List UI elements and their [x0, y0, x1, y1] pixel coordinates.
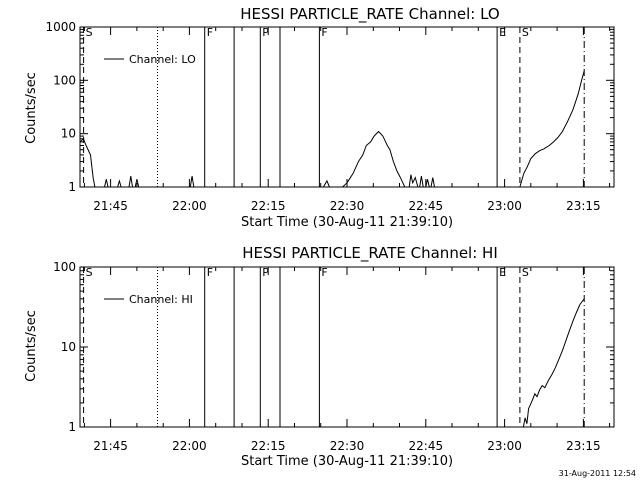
panel-hi-x-label: Start Time (30-Aug-11 21:39:10)	[241, 454, 453, 469]
panel-lo-event-label: P	[262, 26, 269, 39]
panel-lo-y-tick-label: 1	[68, 180, 76, 194]
panel-hi: HESSI PARTICLE_RATE Channel: HI Counts/s…	[24, 244, 498, 469]
panel-lo-series-line	[419, 176, 424, 188]
panel-hi-event-label: P	[262, 266, 269, 279]
panel-lo-y-tick-label: 1000	[45, 20, 76, 34]
panel-hi-y-label: Counts/sec	[24, 310, 39, 382]
panel-hi-x-tick-label: 23:00	[487, 439, 522, 453]
panel-lo-series-line	[189, 176, 195, 188]
panel-lo-plot: 21:45 22:00 22:15 22:30 22:45 23:00 23:15 1 10 10…	[45, 20, 615, 213]
panel-hi-event-label: S	[86, 266, 93, 279]
plot-timestamp: 31-Aug-2011 12:54	[559, 469, 636, 478]
panel-hi-x-tick-label: 22:15	[251, 439, 286, 453]
panel-lo-series-line	[104, 179, 109, 188]
panel-lo-y-tick-label: 100	[53, 73, 76, 87]
panel-lo-series-line	[425, 179, 430, 188]
panel-hi-x-tick-label: 21:45	[93, 439, 128, 453]
panel-hi-event-label: S	[522, 266, 529, 279]
panel-lo-series-line	[408, 174, 419, 188]
panel-hi-y-tick-label: 10	[61, 340, 76, 354]
panel-lo-legend-label: Channel: LO	[129, 53, 196, 66]
panel-hi-legend: Channel: HI	[104, 293, 193, 306]
panel-hi-y-tick-label: 100	[53, 260, 76, 274]
panel-lo-series-line	[134, 179, 140, 188]
panel-hi-x-tick-label: 23:15	[566, 439, 601, 453]
panel-lo-event-label: S	[522, 26, 529, 39]
panel-lo: HESSI PARTICLE_RATE Channel: LO Counts/s…	[24, 5, 500, 230]
panel-lo-series-line	[79, 137, 96, 188]
panel-lo-y-tick-label: 10	[61, 127, 76, 141]
panel-lo-series-line	[117, 179, 122, 188]
panel-lo-x-tick-label: 23:15	[566, 199, 601, 213]
panel-hi-title: HESSI PARTICLE_RATE Channel: HI	[242, 244, 498, 263]
panel-lo-event-label: F	[321, 26, 327, 39]
panel-hi-x-tick-label: 22:30	[330, 439, 365, 453]
panel-lo-series-line	[430, 177, 435, 188]
panel-hi-event-label: F	[207, 266, 213, 279]
panel-lo-series-line	[519, 70, 585, 188]
panel-hi-event-label: F	[321, 266, 327, 279]
panel-lo-legend: Channel: LO	[104, 53, 196, 66]
panel-lo-x-tick-label: 22:45	[409, 199, 444, 213]
panel-hi-y-tick-label: 1	[68, 420, 76, 434]
panel-lo-x-tick-label: 21:45	[93, 199, 128, 213]
panel-hi-x-tick-label: 22:00	[172, 439, 207, 453]
panel-lo-y-label: Counts/sec	[24, 72, 39, 144]
panel-hi-legend-label: Channel: HI	[129, 293, 193, 306]
panel-hi-event-label: E	[499, 266, 506, 279]
panel-lo-event-label: F	[207, 26, 213, 39]
panel-hi-plot: 21:45 22:00 22:15 22:30 22:45 23:00 23:15 1 10 10…	[53, 260, 615, 453]
panel-lo-x-label: Start Time (30-Aug-11 21:39:10)	[241, 215, 453, 230]
panel-lo-series-line	[342, 130, 406, 188]
panel-lo-x-tick-label: 23:00	[487, 199, 522, 213]
panel-lo-event-label: E	[499, 26, 506, 39]
panel-lo-series-line	[322, 179, 330, 188]
panel-lo-title: HESSI PARTICLE_RATE Channel: LO	[240, 5, 499, 24]
panel-lo-series-line	[128, 176, 133, 188]
panel-lo-x-tick-label: 22:30	[330, 199, 365, 213]
panel-lo-event-label: S	[86, 26, 93, 39]
panel-hi-x-tick-label: 22:45	[409, 439, 444, 453]
panel-hi-series-line	[522, 298, 585, 428]
panel-lo-x-tick-label: 22:00	[172, 199, 207, 213]
panel-lo-x-tick-label: 22:15	[251, 199, 286, 213]
